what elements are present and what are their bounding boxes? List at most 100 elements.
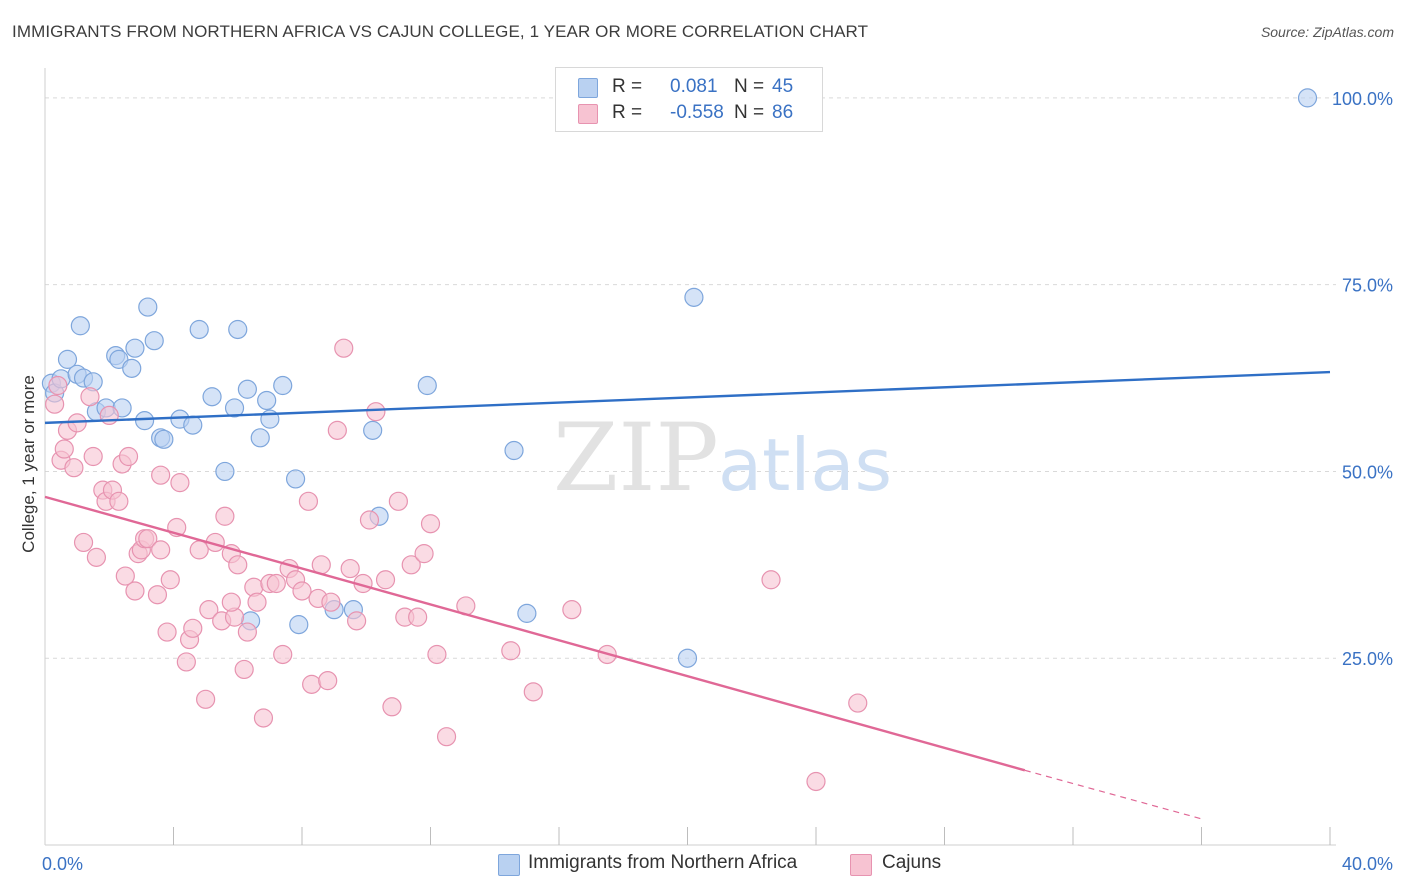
watermark-atlas: atlas — [718, 423, 892, 507]
cajuns-point — [347, 611, 367, 631]
immigrants-point — [228, 319, 248, 340]
cajuns-point — [157, 622, 177, 642]
immigrants-point — [517, 603, 537, 623]
immigrants-point — [215, 461, 235, 482]
cajuns-point — [408, 607, 428, 627]
cajuns-point — [375, 570, 396, 590]
cajuns-point — [118, 446, 139, 467]
immigrants-point — [138, 297, 158, 317]
cajuns-point — [48, 375, 68, 396]
cajuns-point — [366, 402, 386, 422]
blue-swatch — [498, 854, 520, 876]
cajuns-point — [806, 771, 826, 792]
cajuns-point — [321, 592, 341, 612]
cajuns-point — [414, 544, 434, 564]
immigrants-point — [183, 415, 203, 435]
cajuns-point — [83, 446, 103, 467]
chart-title: IMMIGRANTS FROM NORTHERN AFRICA VS CAJUN… — [12, 22, 869, 41]
cajuns-point — [848, 693, 868, 713]
legend-r-label: R = — [612, 102, 643, 123]
cajuns-trend-extension — [1024, 769, 1202, 820]
bottom-legend-label: Cajuns — [882, 852, 942, 873]
cajuns-point — [64, 458, 84, 478]
immigrants-point — [144, 331, 164, 351]
cajuns-point — [388, 491, 408, 511]
immigrants-point — [134, 411, 155, 431]
cajuns-point — [138, 529, 158, 549]
cajuns-point — [302, 674, 322, 694]
cajuns-point — [761, 570, 781, 590]
cajuns-point — [273, 644, 293, 665]
axes-layer — [44, 68, 1336, 846]
cajuns-point — [247, 592, 267, 612]
cajuns-point — [359, 510, 380, 530]
cajuns-point — [170, 473, 190, 493]
cajuns-point — [340, 558, 360, 579]
cajuns-point — [266, 573, 286, 594]
legend-n-value: 86 — [772, 102, 794, 123]
cajuns-point — [221, 592, 241, 612]
immigrants-point — [257, 390, 277, 411]
immigrants-trend-line — [44, 370, 1331, 425]
cajuns-point — [54, 439, 74, 459]
cajuns-point — [523, 682, 543, 702]
legend-n-label: N = — [734, 102, 765, 123]
cajuns-point — [109, 491, 129, 511]
cajuns-point — [115, 566, 135, 586]
immigrants-point — [122, 358, 142, 378]
y-tick-label: 100.0% — [1332, 89, 1393, 109]
pink-swatch — [850, 854, 872, 876]
cajuns-point — [80, 387, 100, 407]
y-axis-label: College, 1 year or more — [19, 375, 38, 553]
y-tick-label: 75.0% — [1342, 276, 1393, 296]
cajuns-point — [147, 585, 168, 605]
y-tick-label: 25.0% — [1342, 649, 1393, 669]
immigrants-point — [70, 316, 90, 336]
watermark-zip: ZIP — [553, 404, 719, 513]
cajuns-point — [199, 600, 219, 620]
immigrants-point — [250, 428, 270, 448]
cajuns-point — [183, 618, 203, 638]
cajuns-point — [327, 420, 347, 440]
cajuns-point — [73, 532, 94, 553]
cajuns-point — [253, 708, 274, 728]
immigrants-point — [684, 287, 704, 307]
cajuns-point — [501, 641, 521, 661]
x-tick-label: 0.0% — [42, 854, 83, 874]
cajuns-point — [196, 689, 216, 709]
cajuns-point — [151, 465, 171, 485]
cajuns-point — [382, 697, 402, 717]
immigrants-point — [224, 398, 245, 418]
immigrants-point — [504, 440, 524, 461]
tick-label-layer: 100.0% 75.0% 50.0% 25.0% 0.0% 40.0% — [42, 89, 1393, 874]
x-tick-label: 40.0% — [1342, 854, 1393, 874]
cajuns-point — [176, 652, 196, 672]
cajuns-point — [401, 555, 421, 575]
cajuns-point — [215, 506, 235, 526]
immigrants-point — [202, 387, 222, 407]
cajuns-point — [234, 659, 254, 680]
cajuns-point — [427, 644, 447, 665]
cajuns-point — [436, 727, 457, 747]
immigrants-point — [677, 648, 698, 668]
y-tick-label: 50.0% — [1342, 462, 1393, 482]
legend-r-value: -0.558 — [670, 102, 724, 123]
bottom-legend-label: Immigrants from Northern Africa — [528, 852, 798, 873]
immigrants-point — [237, 379, 257, 399]
cajuns-point — [318, 671, 338, 691]
pink-swatch — [578, 104, 598, 124]
immigrants-point — [1297, 88, 1318, 108]
cajuns-point — [562, 600, 582, 620]
correlation-legend: R = 0.081 N = 45 R = -0.558 N = 86 — [555, 67, 823, 132]
cajuns-point — [151, 540, 171, 560]
blue-swatch — [578, 78, 598, 98]
immigrants-point — [417, 375, 437, 396]
immigrants-point — [154, 429, 174, 449]
cajuns-point — [189, 540, 209, 560]
cajuns-point — [228, 555, 248, 575]
immigrants-point — [289, 615, 309, 635]
immigrants-point — [273, 375, 293, 396]
cajuns-point — [237, 622, 257, 642]
source-credit: Source: ZipAtlas.com — [1260, 24, 1394, 40]
legend-n-label: N = — [734, 76, 765, 97]
